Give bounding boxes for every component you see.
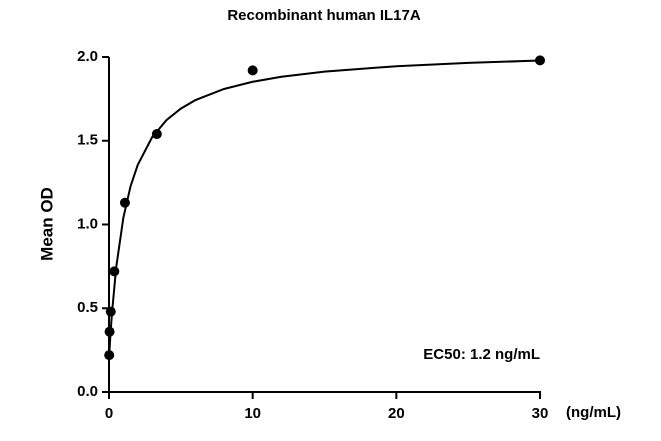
annotation: EC50: 1.2 ng/mL [423,346,540,363]
y-axis-label: Mean OD [37,187,56,261]
x-tick-label: 0 [105,405,113,422]
y-tick-label: 1.0 [77,215,98,232]
data-point [119,197,130,208]
y-tick-label: 2.0 [77,48,98,65]
x-tick-label: 20 [388,405,405,422]
data-point [247,65,258,76]
fit-curve [108,59,541,359]
chart-title: Recombinant human IL17A [227,7,421,24]
data-point [151,129,162,140]
y-tick-label: 1.5 [77,132,98,149]
data-point [109,266,120,277]
data-point [104,326,115,337]
x-tick-label: 10 [244,405,261,422]
data-point [105,306,116,317]
y-tick-label: 0.5 [77,299,98,316]
data-point [535,55,545,66]
data-point [104,350,115,361]
x-tick-label: 30 [532,405,549,422]
y-tick-label: 0.0 [77,383,98,400]
x-axis-label: (ng/mL) [566,404,621,421]
